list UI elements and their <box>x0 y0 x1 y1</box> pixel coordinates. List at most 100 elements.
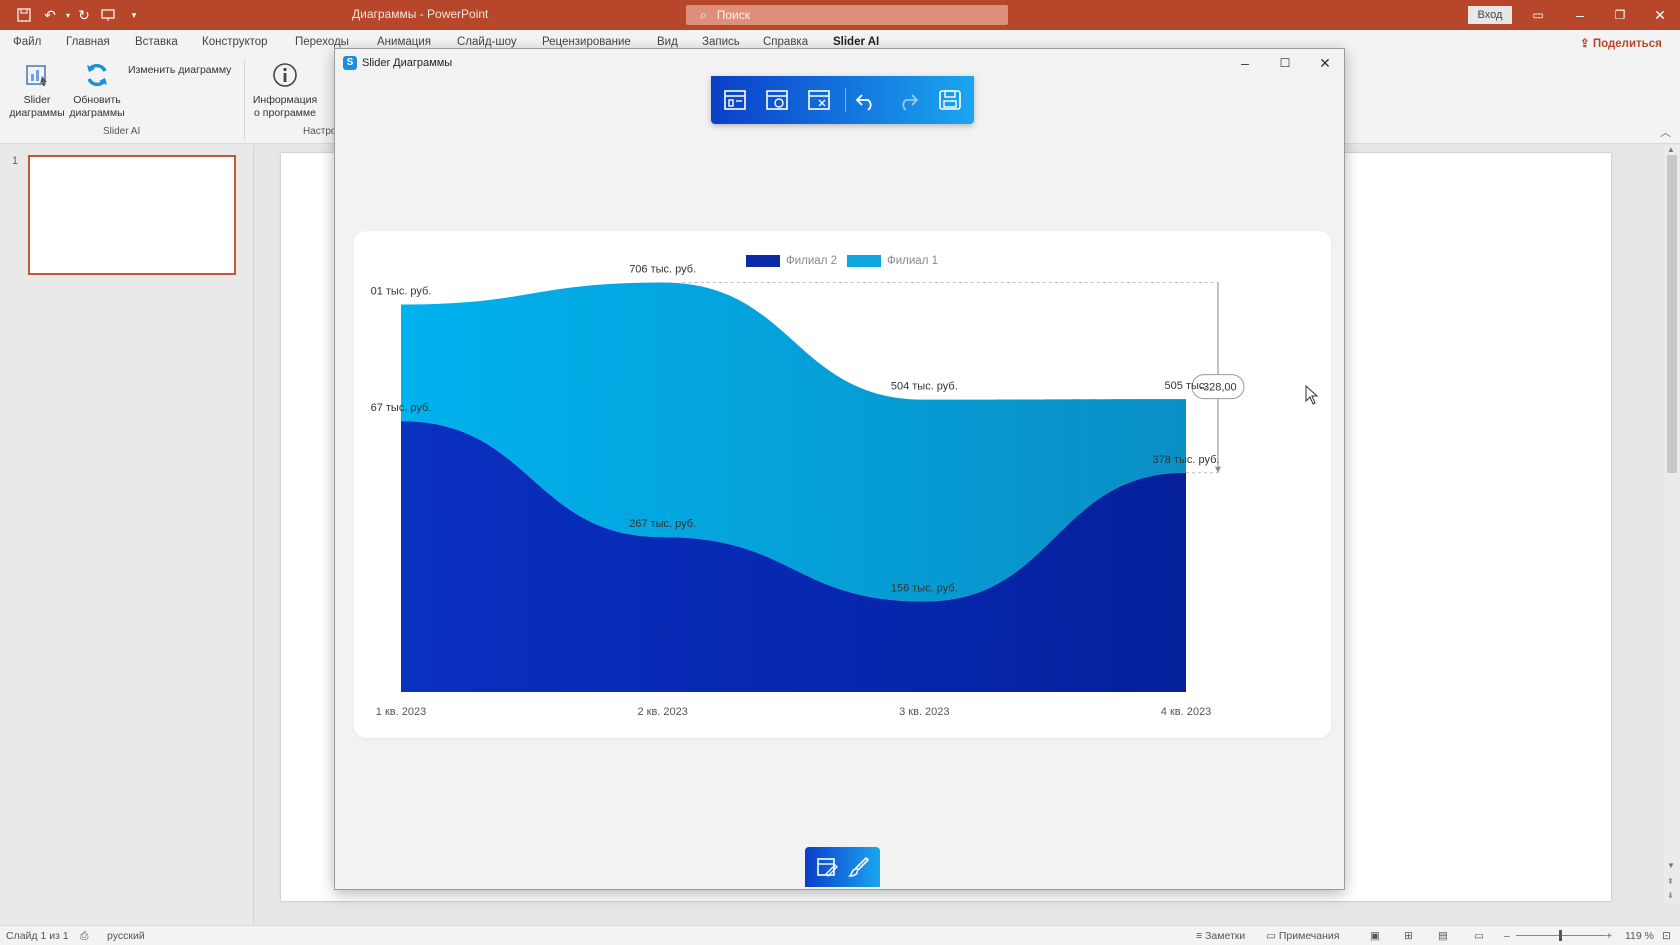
legend-item-filial-1[interactable]: Филиал 1 <box>847 255 938 267</box>
notes-label: Заметки <box>1205 930 1246 942</box>
difference-arrowhead <box>1215 466 1221 473</box>
redo-icon[interactable] <box>894 87 922 113</box>
data-label-filial-2: 267 тыс. руб. <box>629 518 696 530</box>
comments-button[interactable]: ▭ Примечания <box>1266 930 1339 942</box>
scrollbar-thumb[interactable] <box>1667 155 1677 473</box>
series-area-filial-1[interactable] <box>401 282 1186 602</box>
x-tick-label: 3 кв. 2023 <box>899 706 949 718</box>
slider-charts-label-1: Slider <box>23 94 51 106</box>
ribbon-separator <box>244 60 245 140</box>
scroll-down-icon[interactable]: ▼ <box>1667 861 1675 870</box>
legend-item-filial-2[interactable]: Филиал 2 <box>746 255 837 267</box>
refresh-label-2: диаграммы <box>69 107 125 119</box>
zoom-out-icon[interactable]: – <box>1504 930 1510 942</box>
tab-slideshow[interactable]: Слайд-шоу <box>457 36 517 48</box>
slide-info: Слайд 1 из 1 <box>6 930 69 942</box>
tab-record[interactable]: Запись <box>702 36 740 48</box>
ribbon-display-icon[interactable]: ▭ <box>1532 8 1544 22</box>
comments-icon: ▭ <box>1266 930 1276 942</box>
data-label-filial-2: 378 тыс. руб. <box>1153 454 1220 466</box>
slider-logo: S <box>343 56 357 70</box>
tab-transitions[interactable]: Переходы <box>295 36 349 48</box>
area-chart[interactable]: -328,00 01 тыс. руб. 706 тыс. руб. 504 тыс.… <box>354 231 1331 738</box>
signin-button[interactable]: Вход <box>1468 6 1512 24</box>
chart-data-icon[interactable] <box>805 87 833 113</box>
brush-icon[interactable] <box>845 854 873 880</box>
normal-view-icon[interactable]: ▣ <box>1370 930 1380 942</box>
fit-slide-icon[interactable]: ⊡ <box>1662 930 1671 942</box>
dialog-close-icon[interactable]: ✕ <box>1319 55 1331 71</box>
search-icon: ⌕ <box>700 7 707 22</box>
about-label-1: Информация <box>252 94 318 106</box>
zoom-level[interactable]: 119 % <box>1625 930 1654 942</box>
refresh-label-1: Обновить <box>73 94 121 106</box>
legend-label: Филиал 2 <box>786 255 837 267</box>
chart-card[interactable]: Филиал 2 Филиал 1 -328,00 01 тыс. руб. 706 <box>354 231 1331 738</box>
redo-icon[interactable]: ↻ <box>78 6 90 23</box>
slide-thumbnail[interactable] <box>28 155 236 275</box>
mouse-cursor-icon <box>1305 385 1319 405</box>
tab-design[interactable]: Конструктор <box>202 36 268 48</box>
collapse-ribbon-icon[interactable]: ︿ <box>1660 127 1671 139</box>
edit-chart-button[interactable]: Изменить диаграмму <box>128 64 232 76</box>
save-icon[interactable] <box>936 87 964 113</box>
edit-data-icon[interactable] <box>813 854 841 880</box>
slide-number: 1 <box>12 155 19 167</box>
tab-insert[interactable]: Вставка <box>135 36 178 48</box>
customize-icon[interactable]: ▾ <box>131 9 137 20</box>
zoom-slider-thumb[interactable] <box>1559 930 1562 941</box>
undo-dropdown-icon[interactable]: ▾ <box>65 10 70 20</box>
group-settings-label: Настро <box>303 126 337 137</box>
refresh-charts-button[interactable]: Обновить диаграммы <box>68 60 126 120</box>
next-slide-icon[interactable]: ⇟ <box>1667 891 1674 900</box>
tab-view[interactable]: Вид <box>657 36 678 48</box>
slideshow-view-icon[interactable]: ▭ <box>1474 930 1484 942</box>
notes-icon: ≡ <box>1196 930 1203 942</box>
chart-toolbar <box>711 76 974 124</box>
zoom-in-icon[interactable]: + <box>1606 930 1613 942</box>
restore-icon[interactable]: ❐ <box>1614 8 1626 22</box>
group-slider-ai-label: Slider AI <box>103 126 141 137</box>
vertical-scrollbar[interactable]: ▲ ▼ ⇞ ⇟ <box>1664 145 1680 905</box>
slider-charts-label-2: диаграммы <box>9 107 65 119</box>
tab-review[interactable]: Рецензирование <box>542 36 631 48</box>
undo-icon[interactable] <box>852 87 880 113</box>
save-icon[interactable] <box>14 6 34 24</box>
spellcheck-icon[interactable]: ⎙ <box>80 930 89 942</box>
slider-chart-icon <box>22 60 52 90</box>
language-indicator[interactable]: русский <box>107 930 145 942</box>
sorter-view-icon[interactable]: ⊞ <box>1404 930 1413 942</box>
dialog-maximize-icon[interactable]: ☐ <box>1279 56 1291 70</box>
comments-label: Примечания <box>1278 930 1340 942</box>
legend-label: Филиал 1 <box>887 255 938 267</box>
share-button[interactable]: ⇪ Поделиться <box>1580 36 1662 50</box>
dialog-minimize-icon[interactable]: – <box>1241 55 1249 71</box>
window-title: Диаграммы - PowerPoint <box>352 7 489 21</box>
search-input[interactable]: ⌕ Поиск <box>686 5 1008 25</box>
close-icon[interactable]: ✕ <box>1654 7 1666 23</box>
present-icon[interactable] <box>98 6 118 24</box>
series-area-filial-2[interactable] <box>401 421 1186 692</box>
difference-label: -328,00 <box>1199 382 1236 394</box>
data-label-total: 01 тыс. руб. <box>371 286 432 298</box>
tab-home[interactable]: Главная <box>66 36 110 48</box>
search-placeholder: Поиск <box>716 8 750 22</box>
data-label-total: 706 тыс. руб. <box>629 264 696 276</box>
title-bar: ↶ ▾ ↻ ▾ Диаграммы - PowerPoint ⌕ Поиск В… <box>0 0 1680 30</box>
info-icon <box>270 60 300 90</box>
tab-slider-ai[interactable]: Slider AI <box>833 36 880 48</box>
tab-help[interactable]: Справка <box>763 36 809 48</box>
prev-slide-icon[interactable]: ⇞ <box>1667 877 1674 886</box>
tab-file[interactable]: Файл <box>13 36 42 48</box>
reading-view-icon[interactable]: ▤ <box>1438 930 1448 942</box>
tab-animations[interactable]: Анимация <box>377 36 431 48</box>
minimize-icon[interactable]: – <box>1576 7 1584 23</box>
scroll-up-icon[interactable]: ▲ <box>1667 145 1675 154</box>
undo-icon[interactable]: ↶ <box>44 6 56 23</box>
insert-chart-icon[interactable] <box>721 87 749 113</box>
chart-settings-icon[interactable] <box>763 87 791 113</box>
data-label-filial-2: 67 тыс. руб. <box>371 402 432 414</box>
slider-charts-button[interactable]: Slider диаграммы <box>8 60 66 120</box>
notes-button[interactable]: ≡ Заметки <box>1196 930 1245 942</box>
about-button[interactable]: Информация о программе <box>250 60 320 120</box>
